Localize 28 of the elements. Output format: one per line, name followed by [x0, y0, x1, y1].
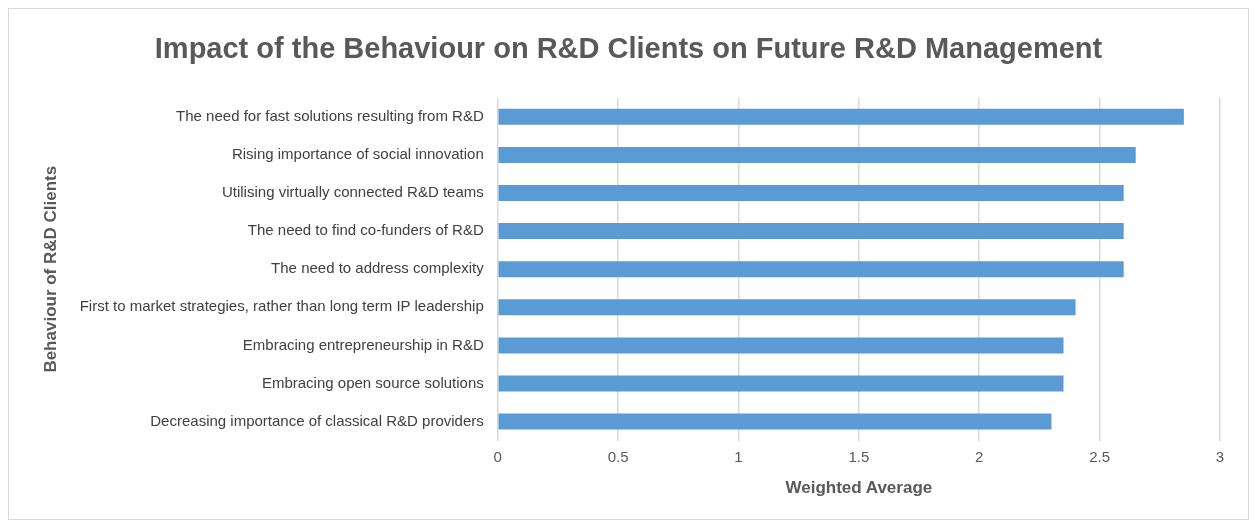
y-tick-label: The need to address complexity [271, 259, 485, 277]
x-tick-label: 0.5 [607, 447, 629, 465]
y-tick-label: First to market strategies, rather than long term IP leadership [79, 297, 484, 315]
y-tick-label: Embracing open source solutions [261, 373, 484, 391]
bar [498, 299, 1076, 316]
bar [498, 413, 1052, 430]
x-tick-label: 1.5 [848, 447, 870, 465]
bar [498, 375, 1064, 392]
x-axis-title: Weighted Average [785, 478, 933, 498]
y-tick-label: The need to find co-funders of R&D [247, 221, 484, 239]
bar [498, 108, 1184, 125]
bar [498, 146, 1136, 163]
bar [498, 261, 1124, 278]
y-tick-label: The need for fast solutions resulting from R&D [176, 106, 484, 124]
y-axis-title: Behaviour of R&D Clients [40, 165, 60, 373]
x-tick-label: 1 [734, 447, 743, 465]
y-tick-label: Rising importance of social innovation [231, 145, 484, 163]
x-tick-label: 0 [493, 447, 502, 465]
x-tick-label: 2.5 [1089, 447, 1111, 465]
chart-title: Impact of the Behaviour on R&D Clients on Future R&D Management [154, 32, 1103, 65]
bar [498, 223, 1124, 240]
y-tick-label: Utilising virtually connected R&D teams [221, 183, 484, 201]
bar [498, 185, 1124, 202]
y-tick-label: Embracing entrepreneurship in R&D [242, 335, 484, 353]
y-tick-label: Decreasing importance of classical R&D providers [150, 411, 484, 429]
x-tick-label: 3 [1215, 447, 1225, 465]
x-tick-label: 2 [975, 447, 984, 465]
bar [498, 337, 1064, 354]
